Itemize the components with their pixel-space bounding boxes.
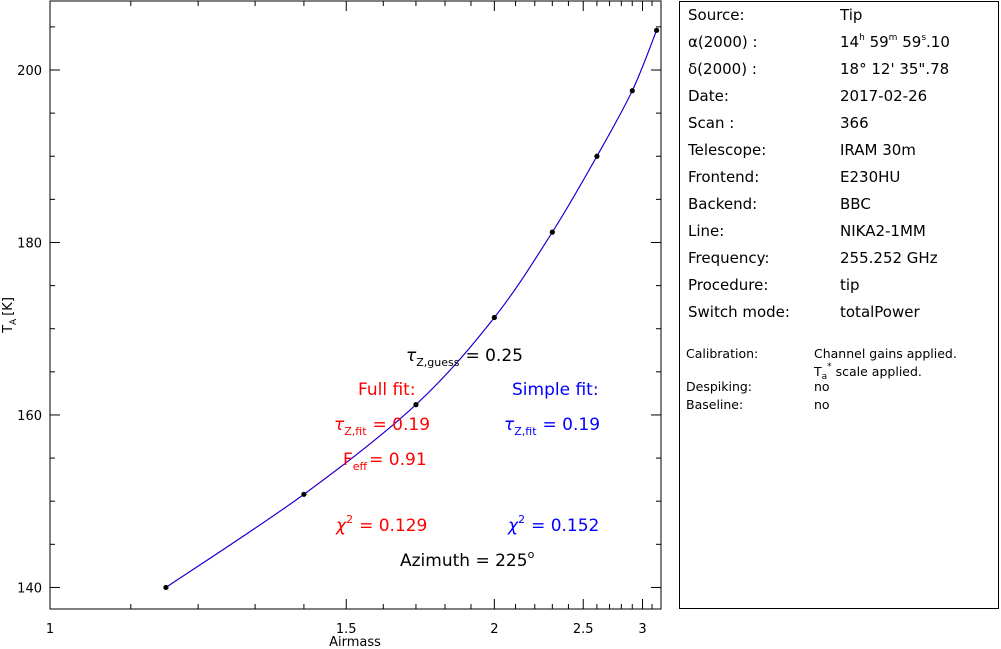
svg-text:TA[K]: TA[K] — [1, 297, 19, 334]
full-fit-chi2: χ2 = 0.129 — [335, 513, 427, 536]
y-tick-label: 140 — [17, 581, 42, 596]
data-point — [413, 402, 419, 408]
x-tick-label: 2.5 — [573, 622, 594, 637]
data-point — [653, 27, 660, 33]
x-axis: 1 1.5 2 2.5 3 — [46, 1, 653, 637]
tip-chart: 1 1.5 2 2.5 3 140 160 180 200 Airmass TA[K] τZ,… — [1, 0, 662, 649]
simple-fit-chi2: χ2 = 0.152 — [507, 513, 599, 536]
y-tick-label: 180 — [17, 236, 42, 251]
x-axis-label: Airmass — [329, 635, 381, 649]
data-point — [629, 88, 635, 94]
y-tick-label: 160 — [17, 409, 42, 424]
x-tick-label: 1 — [46, 622, 54, 637]
azimuth-annotation: Azimuth = 225o — [400, 548, 535, 571]
simple-fit-curve — [165, 30, 658, 588]
fit-curves — [165, 30, 658, 588]
info-panel: Source: Tip α(2000) :14h 59m 59s.10 δ(200… — [679, 1, 999, 609]
data-point — [549, 229, 555, 235]
full-fit-tau: τZ,fit = 0.19 — [334, 415, 430, 438]
data-point — [594, 153, 600, 159]
data-point — [301, 491, 307, 497]
y-tick-label: 200 — [17, 64, 42, 79]
tau-guess-annotation: τZ,guess = 0.25 — [406, 346, 523, 369]
simple-fit-title: Simple fit: — [512, 380, 599, 400]
y-axis-label: TA[K] — [1, 297, 19, 334]
data-points — [163, 27, 660, 591]
x-tick-label: 2 — [490, 622, 498, 637]
plot-frame — [49, 0, 662, 610]
data-point — [163, 584, 169, 591]
full-fit-curve — [165, 30, 658, 588]
x-tick-label: 3 — [638, 622, 646, 637]
y-axis: 140 160 180 200 — [17, 26, 661, 596]
full-fit-title: Full fit: — [358, 380, 416, 400]
full-fit-feff: Feff = 0.91 — [343, 450, 427, 473]
x-tick-label: 1.5 — [336, 622, 357, 637]
data-point — [491, 314, 497, 321]
simple-fit-tau: τZ,fit = 0.19 — [504, 415, 600, 438]
